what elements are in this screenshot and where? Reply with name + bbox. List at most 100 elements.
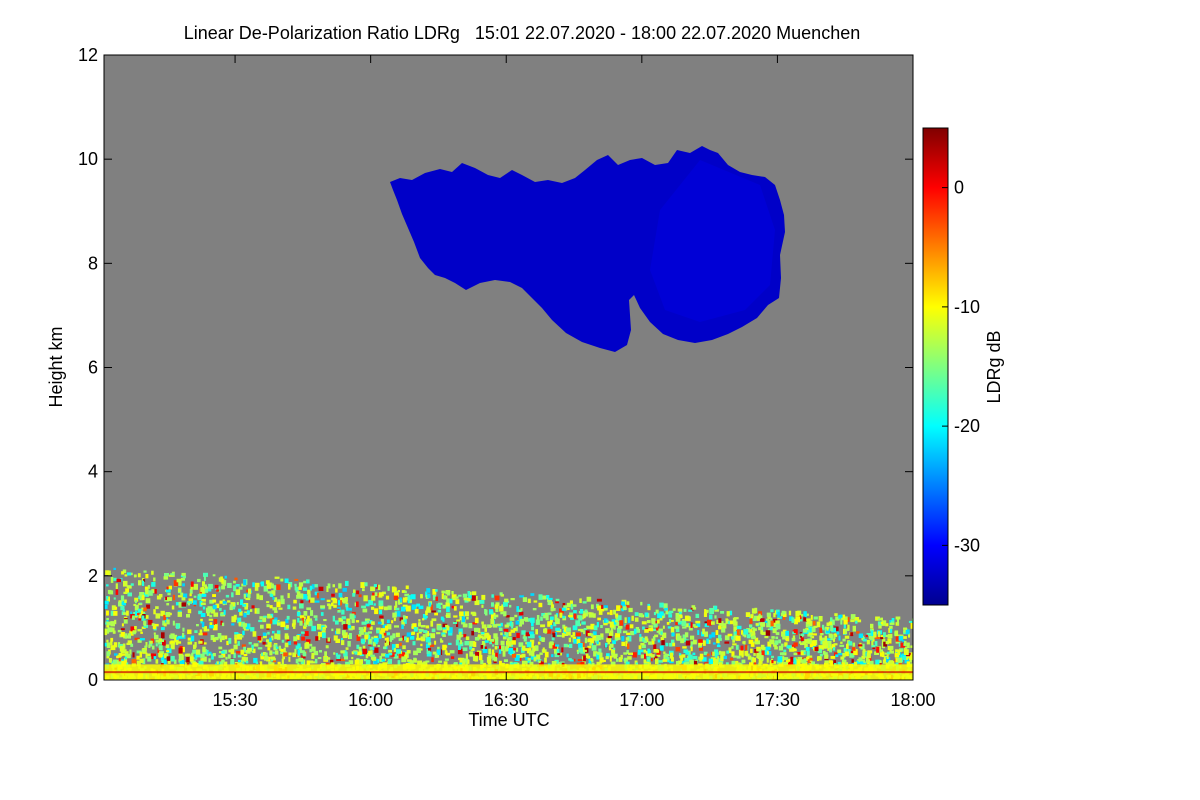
aerosol-pixel xyxy=(514,655,520,661)
aerosol-pixel xyxy=(833,660,836,665)
aerosol-pixel xyxy=(184,654,188,657)
aerosol-pixel xyxy=(169,634,173,639)
aerosol-pixel xyxy=(810,615,813,620)
aerosol-pixel xyxy=(272,651,275,654)
aerosol-pixel xyxy=(198,660,204,667)
aerosol-pixel xyxy=(833,638,835,642)
aerosol-pixel xyxy=(123,649,126,653)
aerosol-pixel xyxy=(516,647,519,652)
aerosol-pixel xyxy=(861,679,864,680)
aerosol-pixel xyxy=(853,661,858,666)
aerosol-pixel xyxy=(168,574,174,577)
aerosol-pixel xyxy=(495,607,499,612)
aerosol-pixel xyxy=(158,654,163,658)
aerosol-pixel xyxy=(523,636,527,642)
aerosol-pixel xyxy=(546,595,550,600)
aerosol-pixel xyxy=(253,648,256,654)
aerosol-pixel xyxy=(245,660,249,664)
aerosol-pixel xyxy=(718,621,724,627)
aerosol-pixel xyxy=(292,652,297,658)
aerosol-pixel xyxy=(135,610,138,617)
aerosol-pixel xyxy=(512,637,516,643)
aerosol-pixel xyxy=(652,628,658,631)
aerosol-pixel xyxy=(478,679,483,680)
aerosol-pixel xyxy=(874,636,880,639)
cirrus-cloud-fringe xyxy=(650,160,775,322)
aerosol-pixel xyxy=(500,640,505,646)
aerosol-pixel xyxy=(348,633,352,639)
aerosol-pixel xyxy=(632,652,637,658)
aerosol-pixel xyxy=(276,630,281,634)
aerosol-pixel xyxy=(898,635,904,641)
aerosol-pixel xyxy=(718,618,722,623)
aerosol-pixel xyxy=(116,654,121,659)
aerosol-pixel xyxy=(134,637,140,641)
aerosol-pixel xyxy=(840,641,843,644)
x-tick-label: 18:00 xyxy=(890,690,935,710)
aerosol-pixel xyxy=(615,621,620,626)
aerosol-pixel xyxy=(609,643,614,648)
aerosol-pixel xyxy=(682,646,687,649)
aerosol-pixel xyxy=(123,619,128,624)
aerosol-pixel xyxy=(270,635,274,641)
aerosol-pixel xyxy=(767,614,771,620)
aerosol-pixel xyxy=(443,661,448,666)
aerosol-pixel xyxy=(340,650,345,654)
aerosol-pixel xyxy=(235,589,241,595)
aerosol-pixel xyxy=(837,661,841,666)
aerosol-pixel xyxy=(132,652,135,658)
aerosol-pixel xyxy=(341,630,346,635)
aerosol-pixel xyxy=(200,619,203,624)
aerosol-pixel xyxy=(167,660,171,664)
aerosol-pixel xyxy=(138,613,141,620)
aerosol-pixel xyxy=(233,580,236,584)
aerosol-pixel xyxy=(685,651,690,655)
aerosol-pixel xyxy=(493,616,497,620)
aerosol-pixel xyxy=(510,644,513,647)
aerosol-pixel xyxy=(140,638,145,641)
aerosol-pixel xyxy=(360,629,364,635)
aerosol-pixel xyxy=(627,656,632,660)
aerosol-pixel xyxy=(721,626,726,633)
aerosol-pixel xyxy=(145,615,149,619)
aerosol-pixel xyxy=(809,642,813,648)
aerosol-pixel xyxy=(122,609,125,612)
aerosol-pixel xyxy=(538,660,542,664)
aerosol-pixel xyxy=(771,655,774,658)
aerosol-pixel xyxy=(484,627,487,632)
aerosol-pixel xyxy=(456,634,461,641)
aerosol-pixel xyxy=(286,615,290,620)
aerosol-pixel xyxy=(597,652,601,655)
aerosol-pixel xyxy=(234,638,237,644)
aerosol-pixel xyxy=(190,660,196,664)
aerosol-pixel xyxy=(118,657,121,662)
aerosol-pixel xyxy=(745,644,748,651)
aerosol-pixel xyxy=(221,585,225,590)
aerosol-pixel xyxy=(690,622,693,628)
aerosol-pixel xyxy=(343,651,348,657)
aerosol-pixel xyxy=(796,652,801,655)
aerosol-pixel xyxy=(110,610,114,616)
aerosol-pixel xyxy=(698,680,701,684)
aerosol-pixel xyxy=(136,655,140,660)
aerosol-pixel xyxy=(897,661,902,665)
aerosol-pixel xyxy=(154,623,159,627)
aerosol-pixel xyxy=(840,656,845,660)
aerosol-pixel xyxy=(368,599,373,606)
aerosol-pixel xyxy=(589,642,592,646)
aerosol-pixel xyxy=(379,655,382,662)
aerosol-pixel xyxy=(306,618,309,625)
aerosol-pixel xyxy=(278,607,283,610)
aerosol-pixel xyxy=(609,632,612,637)
aerosol-pixel xyxy=(874,651,879,655)
aerosol-pixel xyxy=(547,621,552,627)
aerosol-pixel xyxy=(646,620,651,624)
aerosol-pixel xyxy=(537,641,541,645)
aerosol-pixel xyxy=(175,602,180,606)
aerosol-pixel xyxy=(405,585,409,590)
aerosol-pixel xyxy=(180,577,185,581)
aerosol-pixel xyxy=(516,632,520,639)
aerosol-pixel xyxy=(203,642,207,645)
aerosol-pixel xyxy=(714,649,719,654)
aerosol-pixel xyxy=(877,618,883,621)
